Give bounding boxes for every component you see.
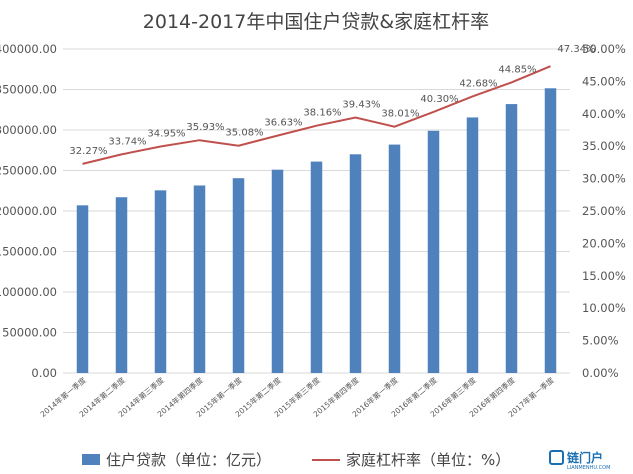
loan-bar	[544, 88, 557, 373]
legend: 住户贷款（单位：亿元） 家庭杠杆率（单位：%）	[82, 451, 510, 469]
loan-bar	[427, 130, 440, 373]
leverage-data-label: 32.27%	[69, 146, 107, 157]
right-tick-label: 15.00%	[582, 269, 626, 283]
watermark-logo-icon	[549, 450, 564, 465]
right-axis-ticks: 0.00% 5.00% 10.00% 15.00% 20.00% 25.00% 30.00%…	[582, 42, 626, 380]
legend-line-label: 家庭杠杆率（单位：%）	[346, 451, 510, 469]
watermark-subtext: LIANMENHU.COM	[567, 465, 610, 471]
leverage-line	[82, 65, 551, 165]
left-axis-ticks: 0.00 50000.00 100000.00 150000.00 200000.00 2…	[0, 42, 57, 380]
leverage-data-label: 47.34%	[557, 44, 595, 55]
leverage-data-label: 39.43%	[342, 99, 380, 110]
right-tick-label: 45.00%	[582, 74, 626, 88]
left-tick-label: 250000.00	[0, 164, 57, 178]
leverage-data-label: 36.63%	[264, 118, 302, 129]
right-tick-label: 30.00%	[582, 172, 626, 186]
right-tick-label: 0.00%	[582, 366, 619, 380]
right-tick-label: 20.00%	[582, 236, 626, 250]
loan-bar	[76, 205, 89, 373]
left-tick-label: 400000.00	[0, 42, 57, 56]
loan-bar	[232, 178, 245, 373]
leverage-data-label: 40.30%	[420, 94, 458, 105]
leverage-line-path	[82, 65, 551, 165]
leverage-data-label: 44.85%	[498, 64, 536, 75]
left-tick-label: 200000.00	[0, 204, 57, 218]
x-axis-ticks: 2014年第一季度2014年第二季度2014年第三季度2014年第四季度2015…	[38, 375, 556, 419]
loan-bar	[271, 169, 284, 373]
leverage-data-label: 33.74%	[108, 136, 146, 147]
loan-bar	[115, 197, 128, 373]
left-tick-label: 150000.00	[0, 245, 57, 259]
watermark: 链门户 LIANMENHU.COM	[549, 450, 610, 471]
legend-bar-label: 住户贷款（单位：亿元）	[106, 451, 271, 469]
left-tick-label: 300000.00	[0, 123, 57, 137]
right-tick-label: 25.00%	[582, 204, 626, 218]
leverage-data-label: 35.93%	[186, 122, 224, 133]
leverage-data-label: 38.16%	[303, 108, 341, 119]
left-tick-label: 0.00	[31, 366, 57, 380]
right-tick-label: 5.00%	[582, 334, 619, 348]
leverage-data-label: 35.08%	[225, 128, 263, 139]
loan-bar	[193, 185, 206, 373]
legend-bar-swatch	[82, 454, 100, 465]
loan-bar	[154, 190, 167, 373]
left-tick-label: 50000.00	[2, 326, 57, 340]
right-tick-label: 10.00%	[582, 301, 626, 315]
leverage-data-labels: 32.27%33.74%34.95%35.93%35.08%36.63%38.1…	[69, 44, 595, 157]
loan-bar	[388, 144, 401, 373]
left-tick-label: 100000.00	[0, 285, 57, 299]
loan-bar	[505, 104, 518, 373]
leverage-data-label: 42.68%	[459, 78, 497, 89]
chart-title: 2014-2017年中国住户贷款&家庭杠杆率	[143, 11, 489, 33]
watermark-text: 链门户	[567, 450, 603, 465]
right-tick-label: 50.00%	[582, 42, 626, 56]
leverage-data-label: 34.95%	[147, 129, 185, 140]
left-tick-label: 350000.00	[0, 83, 57, 97]
loan-bar	[466, 117, 479, 373]
right-tick-label: 40.00%	[582, 107, 626, 121]
loan-bar	[349, 154, 362, 373]
loan-bars	[76, 88, 557, 373]
loan-bar	[310, 161, 323, 373]
right-tick-label: 35.00%	[582, 139, 626, 153]
leverage-data-label: 38.01%	[381, 109, 419, 120]
